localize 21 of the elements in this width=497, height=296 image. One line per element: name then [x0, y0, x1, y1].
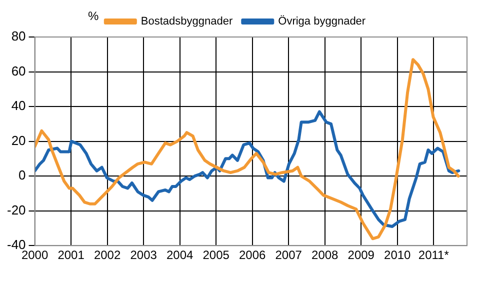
- legend-label: Övriga byggnader: [278, 14, 366, 28]
- y-tick-label: 20: [11, 132, 26, 148]
- y-tick-label: 60: [11, 63, 26, 78]
- y-tick-label: 80: [11, 28, 26, 44]
- x-tick-label: 2002: [94, 248, 121, 262]
- x-tick-label: 2000: [21, 248, 48, 262]
- y-axis-title: %: [88, 9, 99, 23]
- x-tick-label: 2010: [384, 248, 412, 262]
- y-tick-label: -20: [6, 202, 26, 218]
- x-tick-label: 2011*: [418, 248, 450, 262]
- x-tick-label: 2008: [312, 248, 339, 262]
- x-tick-label: 2007: [275, 248, 302, 262]
- x-tick-label: 2009: [348, 248, 375, 262]
- y-tick-label: 40: [11, 98, 26, 114]
- x-tick-label: 2001: [58, 248, 85, 262]
- x-tick-label: 2003: [130, 248, 158, 262]
- x-tick-label: 2005: [202, 248, 230, 262]
- legend-label: Bostadsbyggnader: [140, 16, 233, 28]
- y-tick-label: 0: [18, 168, 26, 183]
- x-tick-label: 2004: [166, 248, 194, 262]
- x-tick-label: 2006: [238, 248, 266, 262]
